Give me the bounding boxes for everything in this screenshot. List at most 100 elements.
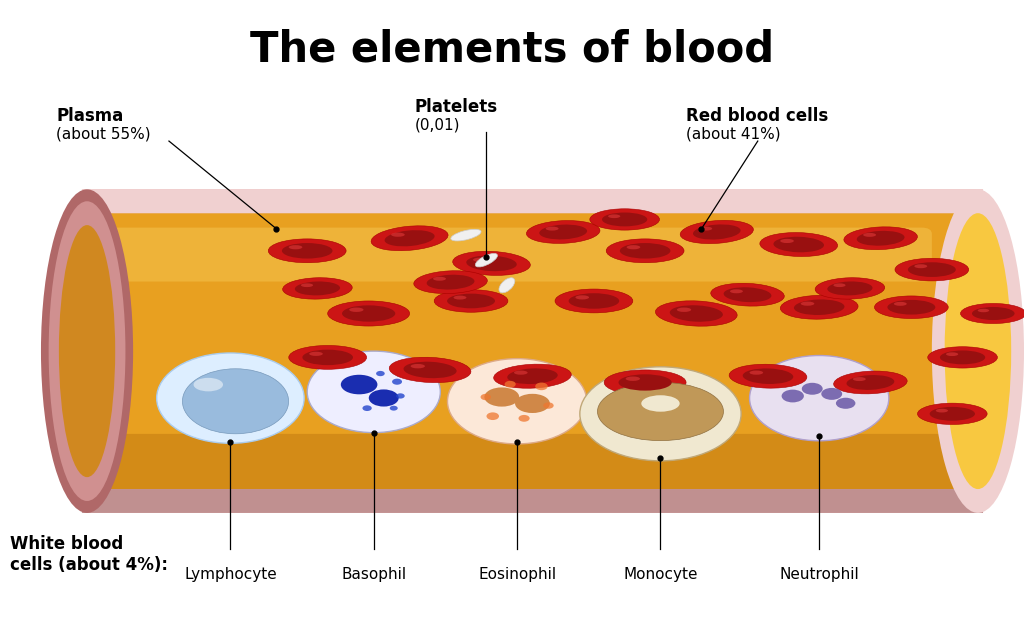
Ellipse shape <box>590 209 659 230</box>
Ellipse shape <box>282 243 333 258</box>
Ellipse shape <box>760 233 838 256</box>
Ellipse shape <box>627 245 640 250</box>
Ellipse shape <box>447 293 495 308</box>
Ellipse shape <box>447 359 587 444</box>
Ellipse shape <box>302 350 353 365</box>
Text: Eosinophil: Eosinophil <box>478 567 556 582</box>
Ellipse shape <box>434 290 508 312</box>
Ellipse shape <box>801 302 814 306</box>
Ellipse shape <box>349 307 364 312</box>
Ellipse shape <box>780 239 794 243</box>
Ellipse shape <box>874 296 948 319</box>
Ellipse shape <box>403 362 457 378</box>
Ellipse shape <box>944 213 1011 489</box>
Ellipse shape <box>928 347 997 368</box>
Ellipse shape <box>918 403 987 424</box>
Text: The elements of blood: The elements of blood <box>250 28 774 70</box>
Ellipse shape <box>853 377 865 381</box>
Ellipse shape <box>729 364 807 388</box>
FancyBboxPatch shape <box>82 489 983 513</box>
Ellipse shape <box>41 189 133 513</box>
Ellipse shape <box>940 350 985 364</box>
Ellipse shape <box>484 387 519 406</box>
Ellipse shape <box>396 393 404 399</box>
Text: (about 55%): (about 55%) <box>56 127 151 142</box>
Ellipse shape <box>888 300 935 315</box>
Ellipse shape <box>307 351 440 433</box>
Ellipse shape <box>641 395 680 412</box>
Ellipse shape <box>390 406 397 411</box>
Ellipse shape <box>385 230 434 246</box>
Ellipse shape <box>454 295 467 300</box>
Ellipse shape <box>371 226 449 251</box>
Ellipse shape <box>555 289 633 313</box>
Ellipse shape <box>295 282 340 295</box>
Ellipse shape <box>608 214 621 218</box>
Ellipse shape <box>827 282 872 295</box>
Ellipse shape <box>182 369 289 434</box>
Ellipse shape <box>936 409 948 413</box>
Ellipse shape <box>742 369 794 384</box>
FancyBboxPatch shape <box>92 213 983 489</box>
Text: Platelets: Platelets <box>415 98 498 116</box>
Ellipse shape <box>540 224 587 240</box>
Ellipse shape <box>328 301 410 326</box>
Ellipse shape <box>730 289 742 293</box>
Ellipse shape <box>480 394 492 400</box>
Ellipse shape <box>618 374 672 391</box>
Text: Basophil: Basophil <box>341 567 407 582</box>
Text: Monocyte: Monocyte <box>624 567 697 582</box>
Ellipse shape <box>620 243 671 258</box>
Text: (about 41%): (about 41%) <box>686 127 780 142</box>
Ellipse shape <box>750 371 763 375</box>
Ellipse shape <box>283 278 352 299</box>
Ellipse shape <box>677 307 691 312</box>
Ellipse shape <box>342 305 395 322</box>
Ellipse shape <box>157 353 304 443</box>
Ellipse shape <box>670 305 723 322</box>
Ellipse shape <box>655 301 737 326</box>
Ellipse shape <box>546 226 559 231</box>
Text: (0,01): (0,01) <box>415 117 460 132</box>
Ellipse shape <box>834 283 846 287</box>
Ellipse shape <box>309 352 323 356</box>
Ellipse shape <box>836 398 855 409</box>
Ellipse shape <box>59 225 116 477</box>
Ellipse shape <box>972 307 1015 320</box>
Text: Lymphocyte: Lymphocyte <box>184 567 276 582</box>
Ellipse shape <box>604 370 686 395</box>
Ellipse shape <box>518 415 529 422</box>
Ellipse shape <box>466 256 517 271</box>
Ellipse shape <box>961 303 1024 324</box>
Ellipse shape <box>575 295 589 300</box>
Ellipse shape <box>750 356 889 441</box>
Text: Neutrophil: Neutrophil <box>779 567 859 582</box>
Ellipse shape <box>773 237 824 252</box>
Ellipse shape <box>505 381 516 387</box>
Ellipse shape <box>49 201 126 501</box>
Ellipse shape <box>433 277 446 281</box>
Ellipse shape <box>289 345 367 369</box>
Ellipse shape <box>894 302 907 306</box>
Ellipse shape <box>724 287 771 302</box>
Ellipse shape <box>526 221 600 243</box>
Ellipse shape <box>568 293 620 308</box>
Ellipse shape <box>389 357 471 382</box>
Ellipse shape <box>369 389 398 406</box>
Text: Red blood cells: Red blood cells <box>686 107 828 125</box>
Ellipse shape <box>268 239 346 263</box>
FancyBboxPatch shape <box>82 189 983 513</box>
Ellipse shape <box>507 369 558 384</box>
Ellipse shape <box>289 245 302 250</box>
Ellipse shape <box>453 251 530 275</box>
Ellipse shape <box>473 258 486 262</box>
Ellipse shape <box>834 371 907 394</box>
Ellipse shape <box>392 379 402 385</box>
Ellipse shape <box>194 378 223 391</box>
Ellipse shape <box>362 405 372 411</box>
Ellipse shape <box>908 262 955 277</box>
Ellipse shape <box>536 382 548 390</box>
Ellipse shape <box>863 233 877 237</box>
Ellipse shape <box>543 403 554 409</box>
Ellipse shape <box>895 258 969 281</box>
